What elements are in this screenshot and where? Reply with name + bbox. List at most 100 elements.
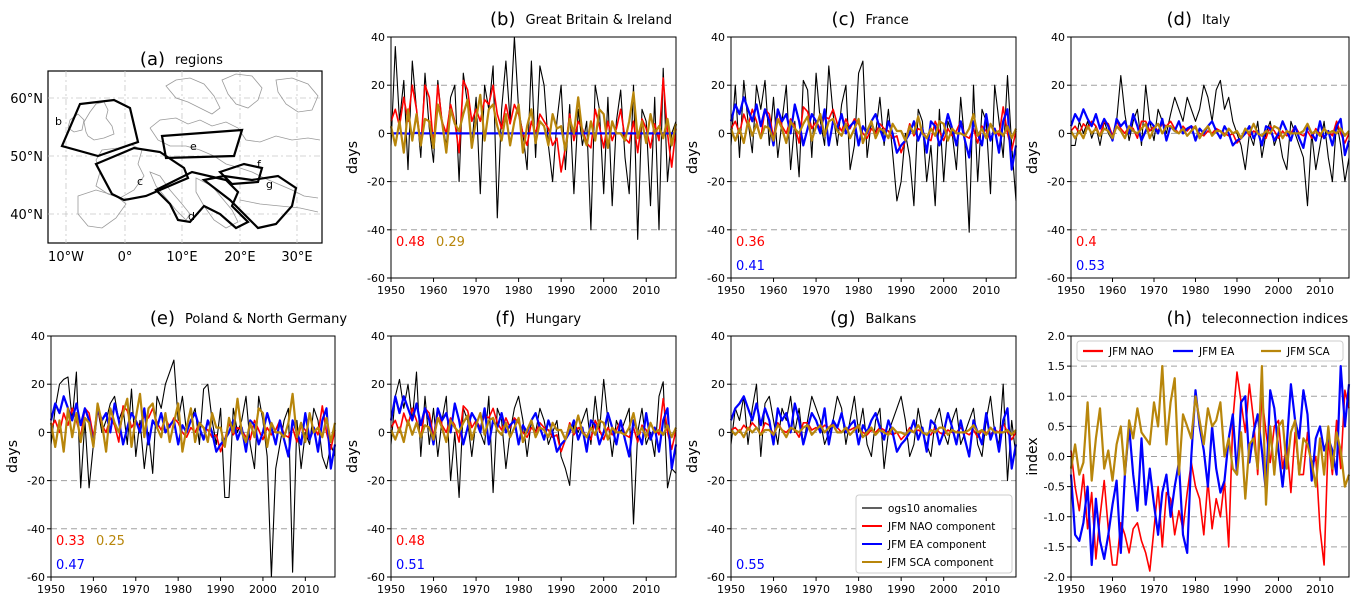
- x-tick-label: 2010: [1306, 284, 1334, 297]
- x-tick-label: 1960: [760, 284, 788, 297]
- map-lon-label: 10°E: [166, 250, 197, 265]
- y-axis-label: days: [345, 141, 361, 174]
- series-line-sca: [389, 412, 678, 444]
- y-axis-label: index: [1025, 437, 1041, 475]
- x-tick-label: 2010: [972, 583, 1000, 596]
- y-tick-label: -20: [367, 475, 385, 488]
- y-tick-label: -60: [367, 272, 385, 285]
- panel-title: France: [866, 13, 909, 28]
- y-tick-label: -60: [707, 272, 725, 285]
- y-tick-label: 1.0: [1048, 390, 1066, 403]
- y-tick-label: 40: [711, 31, 725, 44]
- y-tick-label: -40: [367, 523, 385, 536]
- series-line-sca: [730, 424, 1017, 439]
- y-axis-label: days: [685, 141, 701, 174]
- legend: ogs10 anomalies JFM NAO component JFM EA c…: [855, 494, 1013, 574]
- correlation-ea: 0.55: [736, 558, 765, 573]
- chart-panel: -2.0 -1.5 -1.0 -0.5 0.0 0.5 1.0 1.5 2.0 1950 1960 1…: [1025, 308, 1351, 596]
- panel-letter: (e): [150, 308, 175, 329]
- axes-frame: [390, 36, 677, 279]
- panel-letter: (g): [830, 308, 855, 329]
- y-tick-label: -40: [367, 224, 385, 237]
- y-tick-label: 20: [711, 378, 725, 391]
- x-tick-label: 1970: [802, 583, 830, 596]
- series-line-ea: [729, 96, 1018, 171]
- correlation-sca: 0.29: [436, 235, 465, 250]
- legend-label: JFM SCA component: [887, 557, 993, 569]
- correlation-nao: 0.33: [56, 534, 85, 549]
- y-tick-label: -20: [367, 176, 385, 189]
- map-region-label-f: f: [257, 158, 262, 171]
- y-tick-label: 2.0: [1048, 330, 1066, 343]
- y-tick-label: 0: [718, 426, 725, 439]
- x-tick-label: 1990: [1223, 583, 1251, 596]
- series-line-sca: [1070, 122, 1350, 140]
- correlation-sca: 0.25: [96, 534, 125, 549]
- x-tick-label: 1950: [717, 284, 745, 297]
- series-line-anomalies: [50, 359, 336, 578]
- map-lat-label: 50°N: [10, 150, 43, 165]
- x-tick-label: 1950: [1057, 583, 1085, 596]
- axes-frame: [1070, 36, 1350, 279]
- x-tick-label: 2000: [930, 284, 958, 297]
- x-tick-label: 2010: [291, 583, 319, 596]
- x-tick-label: 1950: [37, 583, 65, 596]
- panel-title: Poland & North Germany: [185, 312, 347, 327]
- chart-panel: -60 -40 -20 0 20 40 1950 1960 1970 1980 1990 2000 20…: [5, 308, 347, 596]
- y-tick-label: 0: [718, 127, 725, 140]
- series-line-ea: [389, 395, 678, 470]
- y-axis-label: days: [345, 440, 361, 473]
- x-tick-label: 2000: [249, 583, 277, 596]
- legend-label: JFM NAO component: [887, 521, 995, 533]
- y-tick-label: -20: [27, 475, 45, 488]
- y-tick-label: 0: [1058, 127, 1065, 140]
- y-tick-label: 20: [1051, 79, 1065, 92]
- y-tick-label: -2.0: [1044, 571, 1065, 584]
- y-tick-label: 40: [711, 330, 725, 343]
- x-tick-label: 1990: [207, 583, 235, 596]
- index-legend-box: [1076, 340, 1344, 362]
- y-tick-label: -20: [707, 475, 725, 488]
- map-region-label-d: d: [188, 210, 195, 223]
- x-tick-label: 1990: [547, 284, 575, 297]
- map-lat-label: 60°N: [10, 92, 43, 107]
- series-line-anomalies: [390, 371, 677, 525]
- map-title: regions: [175, 53, 223, 68]
- index-legend: JFM NAO JFM EA JFM SCA: [1076, 340, 1344, 362]
- x-tick-label: 2000: [590, 284, 618, 297]
- map-lon-label: 20°E: [224, 250, 255, 265]
- series-line-nao: [1070, 371, 1350, 572]
- y-axis-label: days: [1025, 141, 1041, 174]
- series-line-ea: [1069, 365, 1351, 567]
- x-tick-label: 1970: [462, 284, 490, 297]
- panel-letter: (h): [1167, 308, 1192, 329]
- x-tick-label: 1970: [1140, 284, 1168, 297]
- y-tick-label: 40: [371, 330, 385, 343]
- panel-title: Hungary: [526, 312, 582, 327]
- correlation-ea: 0.51: [396, 558, 425, 573]
- legend-label: JFM EA component: [887, 539, 986, 551]
- y-tick-label: 40: [371, 31, 385, 44]
- y-tick-label: 20: [711, 79, 725, 92]
- x-tick-label: 1990: [1223, 284, 1251, 297]
- map-coastlines: [67, 73, 321, 229]
- y-tick-label: -60: [27, 571, 45, 584]
- y-tick-label: 1.5: [1048, 360, 1066, 373]
- x-tick-label: 2010: [632, 284, 660, 297]
- x-tick-label: 2010: [632, 583, 660, 596]
- panel-letter: (b): [490, 9, 515, 30]
- x-tick-label: 1960: [760, 583, 788, 596]
- panel-title: Italy: [1202, 13, 1231, 28]
- series-line-sca: [389, 91, 678, 154]
- x-tick-label: 1950: [377, 583, 405, 596]
- series-line-anomalies: [730, 60, 1017, 233]
- chart-panel: -60 -40 -20 0 20 40 1950 1960 1970 1980 1990 2000 20…: [345, 9, 678, 297]
- y-tick-label: 0: [38, 426, 45, 439]
- map-panel: (a) regions: [10, 49, 323, 265]
- y-tick-label: -20: [707, 176, 725, 189]
- correlation-ea: 0.47: [56, 558, 85, 573]
- x-tick-label: 1980: [505, 284, 533, 297]
- y-tick-label: 40: [1051, 31, 1065, 44]
